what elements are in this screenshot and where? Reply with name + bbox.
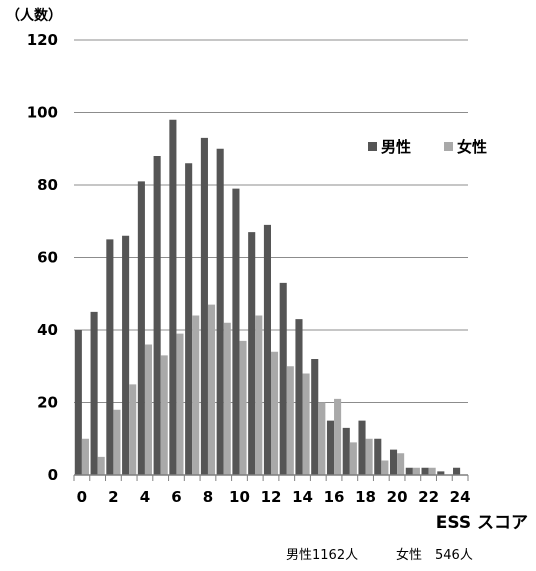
y-tick-label: 120	[27, 31, 58, 49]
x-axis-title: ESS スコア	[436, 513, 528, 533]
bar-male	[405, 467, 413, 475]
bar-female	[113, 409, 121, 475]
legend-label-male: 男性	[381, 138, 411, 156]
bar-female	[365, 438, 373, 475]
axes	[73, 474, 469, 481]
x-tick-label: 2	[108, 488, 118, 506]
bar-female	[381, 460, 389, 475]
bar-male	[295, 319, 303, 475]
bar-female	[207, 304, 216, 475]
bar-female	[286, 366, 294, 475]
bar-male	[326, 420, 335, 475]
bar-male	[437, 471, 445, 475]
bars	[74, 119, 461, 475]
bar-female	[349, 442, 357, 475]
x-tick-label: 20	[387, 488, 408, 506]
bar-male	[216, 148, 224, 475]
bar-female	[160, 355, 168, 475]
bar-female	[97, 456, 105, 475]
x-tick-label: 14	[292, 488, 313, 506]
bar-male	[106, 239, 114, 475]
bar-female	[192, 315, 200, 475]
legend-swatch-male	[368, 142, 377, 151]
bar-female	[223, 322, 231, 475]
bar-female	[255, 315, 263, 475]
bar-male	[185, 163, 193, 475]
legend-label-female: 女性	[457, 138, 487, 156]
y-tick-label: 0	[48, 466, 58, 484]
y-tick-label: 80	[37, 176, 58, 194]
x-tick-label: 8	[203, 488, 213, 506]
y-tick-labels: 0 20 40 60 80 100 120	[27, 31, 58, 484]
bar-male	[169, 119, 177, 475]
legend: 男性 女性	[368, 138, 487, 156]
bar-male	[232, 188, 240, 475]
bar-female	[81, 438, 89, 475]
x-tick-labels: 0 2 4 6 8 10 12 14 16 18 20 22 24	[77, 488, 471, 506]
bar-male	[421, 467, 429, 475]
bar-male	[263, 224, 271, 475]
bar-female	[271, 351, 279, 475]
bar-male	[122, 235, 130, 475]
bar-male	[342, 427, 350, 475]
bar-female	[397, 453, 405, 475]
y-tick-label: 60	[37, 249, 58, 267]
bar-female	[302, 373, 310, 475]
bar-male	[200, 137, 208, 475]
x-tick-label: 6	[171, 488, 181, 506]
bar-female	[428, 467, 436, 475]
x-tick-label: 12	[261, 488, 282, 506]
y-tick-label: 40	[37, 321, 58, 339]
bar-male	[248, 232, 256, 475]
bar-male	[279, 282, 287, 475]
bar-female	[239, 340, 247, 475]
x-tick-label: 22	[418, 488, 439, 506]
bar-male	[453, 467, 461, 475]
bar-female	[144, 344, 153, 475]
bar-male	[358, 420, 366, 475]
bar-female	[412, 467, 420, 475]
bar-male	[389, 449, 398, 475]
bar-female	[334, 398, 342, 475]
bar-male	[90, 311, 98, 475]
bar-female	[129, 384, 137, 475]
totals-female: 女性 546人	[396, 547, 473, 563]
bar-male	[374, 438, 382, 475]
x-tick-label: 18	[355, 488, 376, 506]
bar-female	[176, 333, 184, 475]
y-tick-label: 20	[37, 394, 58, 412]
x-tick-label: 10	[229, 488, 250, 506]
y-tick-label: 100	[27, 104, 58, 122]
totals-male: 男性1162人	[286, 548, 358, 563]
bar-male	[137, 181, 145, 475]
x-tick-label: 24	[450, 488, 471, 506]
bar-female	[318, 402, 326, 475]
legend-swatch-female	[444, 142, 453, 151]
x-tick-label: 4	[140, 488, 150, 506]
bar-male	[74, 330, 82, 475]
bar-male	[311, 359, 319, 475]
bar-male	[153, 156, 161, 475]
y-axis-unit-label: （人数）	[6, 7, 62, 24]
x-tick-label: 0	[77, 488, 87, 506]
x-tick-label: 16	[324, 488, 345, 506]
